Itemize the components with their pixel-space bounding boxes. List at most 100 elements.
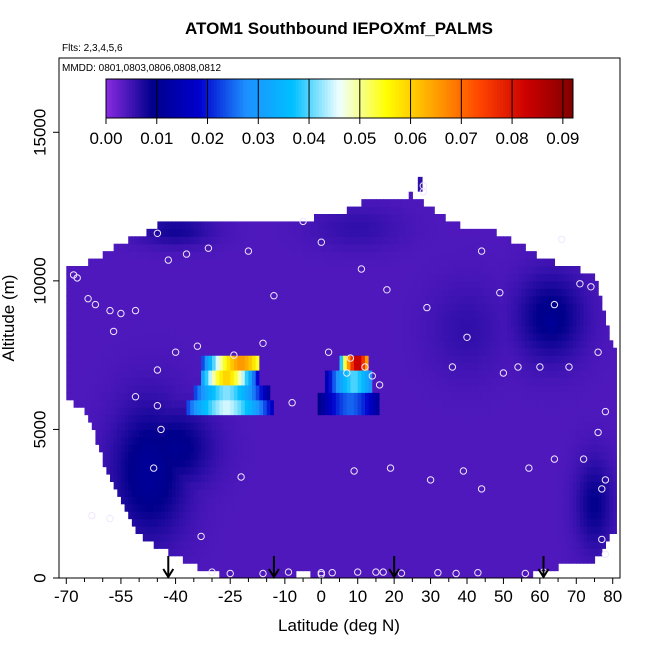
heatmap-cell — [179, 221, 184, 230]
heatmap-cell — [197, 444, 202, 453]
heatmap-cell — [186, 303, 191, 312]
heatmap-cell — [467, 474, 472, 483]
heatmap-cell — [281, 511, 286, 520]
heatmap-cell — [405, 355, 410, 364]
heatmap-cell — [270, 511, 275, 520]
heatmap-cell — [354, 407, 359, 416]
heatmap-cell — [281, 251, 286, 260]
heatmap-cell — [383, 436, 388, 445]
heatmap-cell — [288, 533, 293, 542]
heatmap-cell — [222, 332, 228, 341]
heatmap-cell — [110, 332, 115, 341]
heatmap-cell — [171, 474, 177, 483]
heatmap-cell — [226, 280, 231, 289]
heatmap-cell — [386, 548, 392, 557]
heatmap-cell — [124, 488, 129, 497]
heatmap-cell — [226, 563, 231, 572]
heatmap-cell — [408, 258, 413, 267]
heatmap-cell — [314, 318, 319, 327]
heatmap-cell — [335, 511, 341, 520]
heatmap-cell — [368, 429, 373, 438]
heatmap-cell — [99, 266, 104, 275]
heatmap-cell — [175, 340, 180, 349]
heatmap-cell — [416, 288, 421, 297]
heatmap-cell — [281, 221, 286, 230]
heatmap-cell — [219, 488, 224, 497]
heatmap-cell — [368, 496, 373, 505]
heatmap-cell — [416, 318, 421, 327]
heatmap-cell — [372, 511, 377, 520]
heatmap-cell — [452, 273, 457, 282]
heatmap-cell — [386, 221, 392, 230]
heatmap-cell — [193, 511, 199, 520]
heatmap-cell — [113, 280, 118, 289]
heatmap-cell — [226, 355, 231, 364]
heatmap-cell — [281, 347, 286, 356]
heatmap-cell — [131, 280, 137, 289]
heatmap-cell — [405, 332, 410, 341]
heatmap-cell — [190, 466, 195, 475]
heatmap-cell — [350, 496, 355, 505]
heatmap-cell — [197, 310, 202, 319]
heatmap-cell — [161, 273, 166, 282]
heatmap-cell — [350, 548, 355, 557]
heatmap-cell — [379, 429, 384, 438]
heatmap-cell — [470, 540, 475, 549]
heatmap-cell — [419, 548, 424, 557]
heatmap-cell — [317, 474, 322, 483]
heatmap-cell — [350, 474, 355, 483]
heatmap-cell — [139, 362, 144, 371]
heatmap-cell — [113, 414, 118, 423]
heatmap-cell — [445, 488, 450, 497]
heatmap-cell — [212, 325, 217, 334]
heatmap-cell — [161, 347, 166, 356]
heatmap-cell — [171, 414, 177, 423]
heatmap-cell — [233, 511, 239, 520]
heatmap-cell — [456, 295, 461, 304]
heatmap-cell — [383, 555, 388, 564]
heatmap-cell — [350, 570, 355, 578]
heatmap-cell — [284, 540, 290, 549]
heatmap-cell — [153, 384, 158, 393]
heatmap-cell — [426, 206, 432, 215]
heatmap-cell — [171, 436, 177, 445]
heatmap-cell — [201, 429, 206, 438]
heatmap-cell — [295, 228, 301, 237]
heatmap-cell — [448, 399, 454, 408]
heatmap-cell — [416, 481, 421, 490]
heatmap-cell — [128, 243, 133, 252]
heatmap-cell — [263, 332, 268, 341]
heatmap-cell — [117, 392, 122, 401]
heatmap-cell — [266, 511, 271, 520]
heatmap-cell — [324, 332, 330, 341]
heatmap-cell — [153, 340, 158, 349]
heatmap-cell — [423, 399, 428, 408]
heatmap-cell — [368, 258, 373, 267]
heatmap-cell — [401, 540, 406, 549]
heatmap-cell — [324, 310, 330, 319]
heatmap-cell — [386, 392, 392, 401]
heatmap-cell — [467, 533, 472, 542]
heatmap-cell — [346, 392, 352, 401]
heatmap-cell — [292, 251, 297, 260]
heatmap-cell — [80, 295, 86, 304]
heatmap-cell — [394, 266, 399, 275]
heatmap-cell — [354, 533, 359, 542]
heatmap-cell — [430, 451, 435, 460]
heatmap-cell — [375, 511, 381, 520]
heatmap-cell — [197, 555, 202, 564]
heatmap-cell — [339, 474, 344, 483]
heatmap-cell — [416, 548, 421, 557]
heatmap-cell — [343, 325, 348, 334]
heatmap-cell — [306, 370, 311, 379]
heatmap-cell — [383, 310, 388, 319]
heatmap-cell — [383, 340, 388, 349]
heatmap-cell — [288, 243, 293, 252]
heatmap-cell — [197, 474, 202, 483]
heatmap-cell — [314, 481, 319, 490]
heatmap-cell — [383, 355, 388, 364]
heatmap-cell — [146, 280, 151, 289]
heatmap-cell — [135, 474, 140, 483]
heatmap-cell — [350, 318, 355, 327]
heatmap-cell — [190, 318, 195, 327]
